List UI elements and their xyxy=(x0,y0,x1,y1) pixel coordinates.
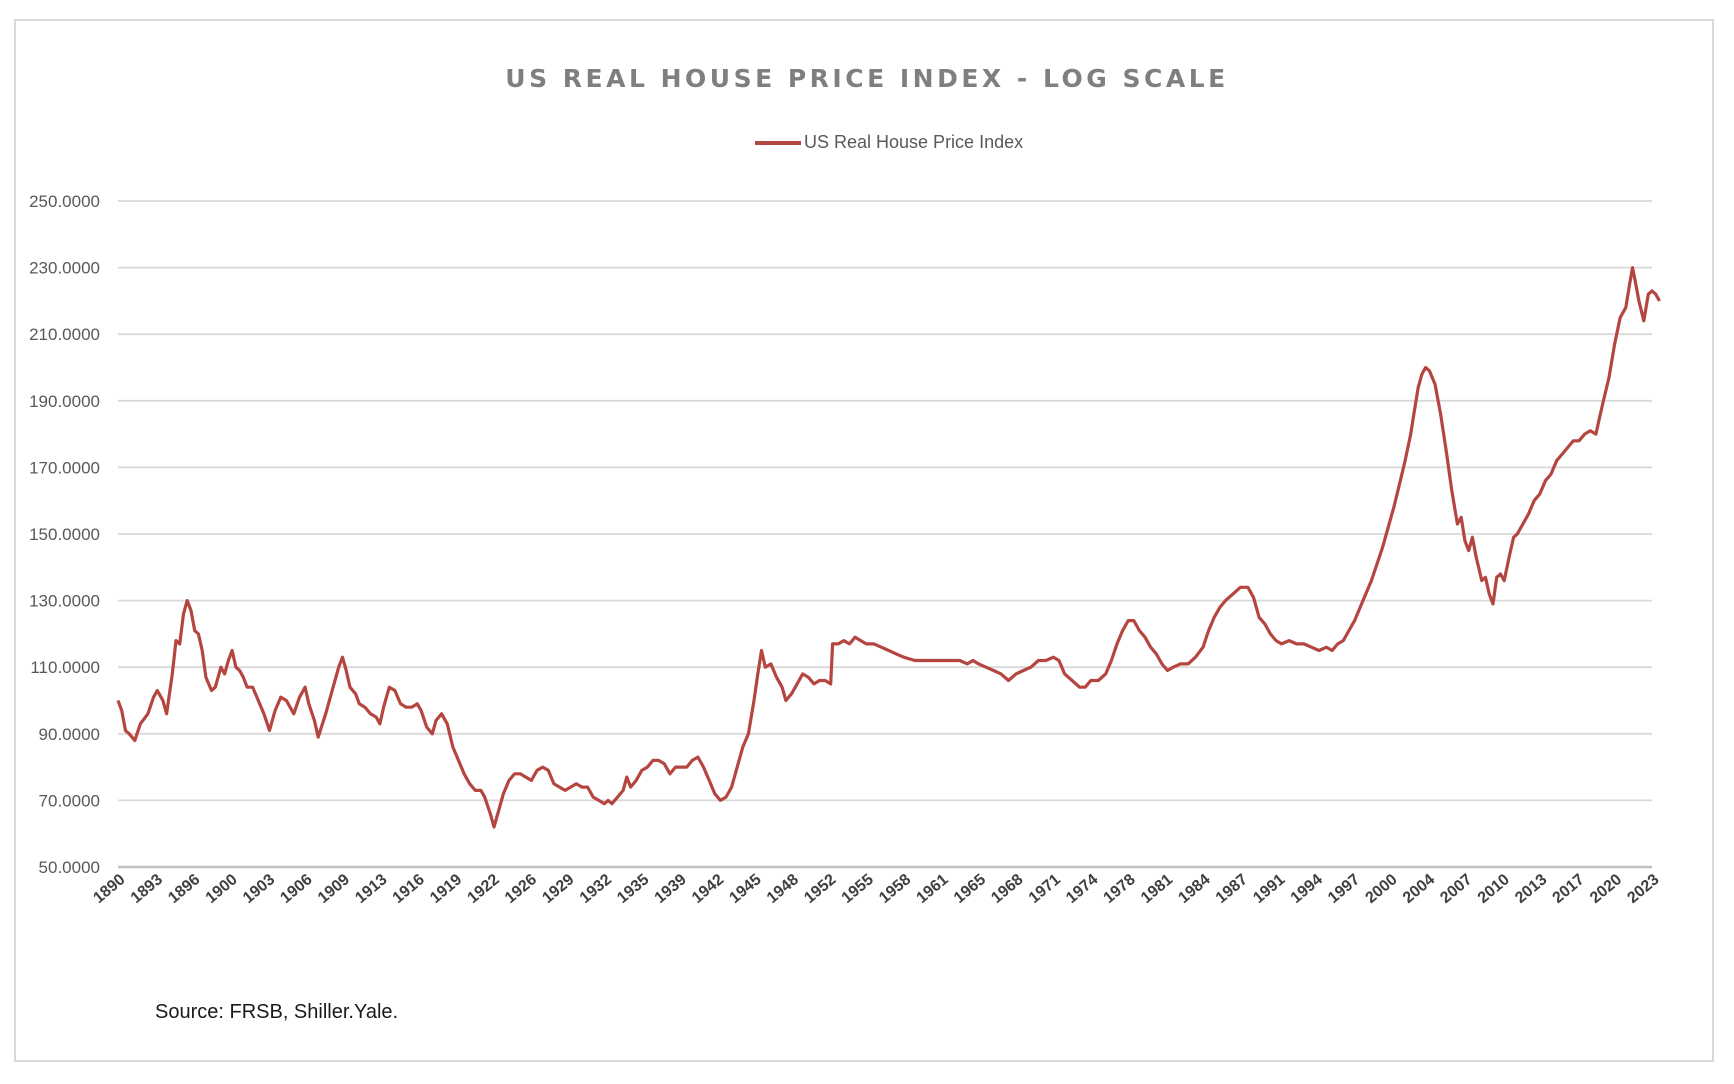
x-tick-label: 1926 xyxy=(502,871,540,907)
x-tick-label: 1994 xyxy=(1288,871,1326,907)
series-line-us-real-house-price-index xyxy=(116,266,1661,829)
x-tick-label: 1906 xyxy=(277,871,315,907)
y-tick-label: 150.0000 xyxy=(29,525,100,544)
source-note: Source: FRSB, Shiller.Yale. xyxy=(155,1001,399,1023)
y-tick-label: 90.0000 xyxy=(39,725,100,744)
y-tick-label: 190.0000 xyxy=(29,392,100,411)
x-tick-label: 2023 xyxy=(1624,871,1662,907)
y-axis-ticks: 50.0000 70.0000 90.0000 110.0000 130.0000 150… xyxy=(29,192,100,877)
x-tick-label: 1997 xyxy=(1325,871,1363,907)
x-tick-label: 1945 xyxy=(726,871,764,907)
x-tick-label: 1948 xyxy=(764,871,802,907)
y-tick-label: 50.0000 xyxy=(39,858,100,877)
x-tick-label: 1987 xyxy=(1213,871,1251,907)
x-tick-label: 1991 xyxy=(1250,871,1288,907)
x-tick-label: 2020 xyxy=(1587,871,1625,907)
x-tick-label: 1913 xyxy=(352,871,390,907)
chart-title: US REAL HOUSE PRICE INDEX - LOG SCALE xyxy=(505,64,1229,93)
x-tick-label: 2004 xyxy=(1400,871,1438,907)
x-tick-label: 1896 xyxy=(165,871,203,907)
x-tick-label: 1903 xyxy=(240,871,278,907)
x-tick-label: 1893 xyxy=(128,871,166,907)
x-tick-label: 1955 xyxy=(839,871,877,907)
y-tick-label: 70.0000 xyxy=(39,791,100,810)
x-tick-label: 1981 xyxy=(1138,871,1176,907)
x-tick-label: 2007 xyxy=(1437,871,1475,907)
x-tick-label: 2010 xyxy=(1475,871,1513,907)
x-tick-label: 1978 xyxy=(1101,871,1139,907)
y-tick-label: 210.0000 xyxy=(29,325,100,344)
x-tick-label: 1952 xyxy=(801,871,839,907)
x-tick-label: 1968 xyxy=(988,871,1026,907)
legend-label: US Real House Price Index xyxy=(804,132,1024,152)
y-tick-label: 170.0000 xyxy=(29,458,100,477)
x-tick-label: 1932 xyxy=(577,871,615,907)
x-tick-label: 1942 xyxy=(689,871,727,907)
x-tick-label: 1922 xyxy=(465,871,503,907)
legend: US Real House Price Index xyxy=(755,132,1023,153)
x-tick-label: 2017 xyxy=(1550,871,1588,907)
x-tick-label: 1965 xyxy=(951,871,989,907)
legend-line-swatch xyxy=(755,140,801,145)
x-tick-label: 1939 xyxy=(652,871,690,907)
gridlines xyxy=(118,200,1652,869)
x-tick-label: 1900 xyxy=(203,871,241,907)
x-tick-label: 1935 xyxy=(614,871,652,907)
y-tick-label: 130.0000 xyxy=(29,592,100,611)
x-tick-label: 2000 xyxy=(1362,871,1400,907)
x-tick-label: 1961 xyxy=(913,871,951,907)
x-tick-label: 1984 xyxy=(1175,871,1213,907)
series-layer xyxy=(116,266,1661,829)
x-tick-label: 2013 xyxy=(1512,871,1550,907)
x-tick-label: 1919 xyxy=(427,871,465,907)
x-tick-label: 1971 xyxy=(1026,871,1064,907)
y-tick-label: 230.0000 xyxy=(29,259,100,278)
x-tick-label: 1909 xyxy=(315,871,353,907)
x-tick-label: 1916 xyxy=(390,871,428,907)
y-tick-label: 110.0000 xyxy=(30,658,100,677)
y-tick-label: 250.0000 xyxy=(29,192,100,211)
x-axis-ticks: 1890 1893 1896 1900 1903 1906 1909 1913 1916 1919… xyxy=(90,871,1662,907)
chart-frame xyxy=(14,19,1714,1062)
x-tick-label: 1958 xyxy=(876,871,914,907)
x-tick-label: 1929 xyxy=(539,871,577,907)
x-tick-label: 1974 xyxy=(1063,871,1101,907)
